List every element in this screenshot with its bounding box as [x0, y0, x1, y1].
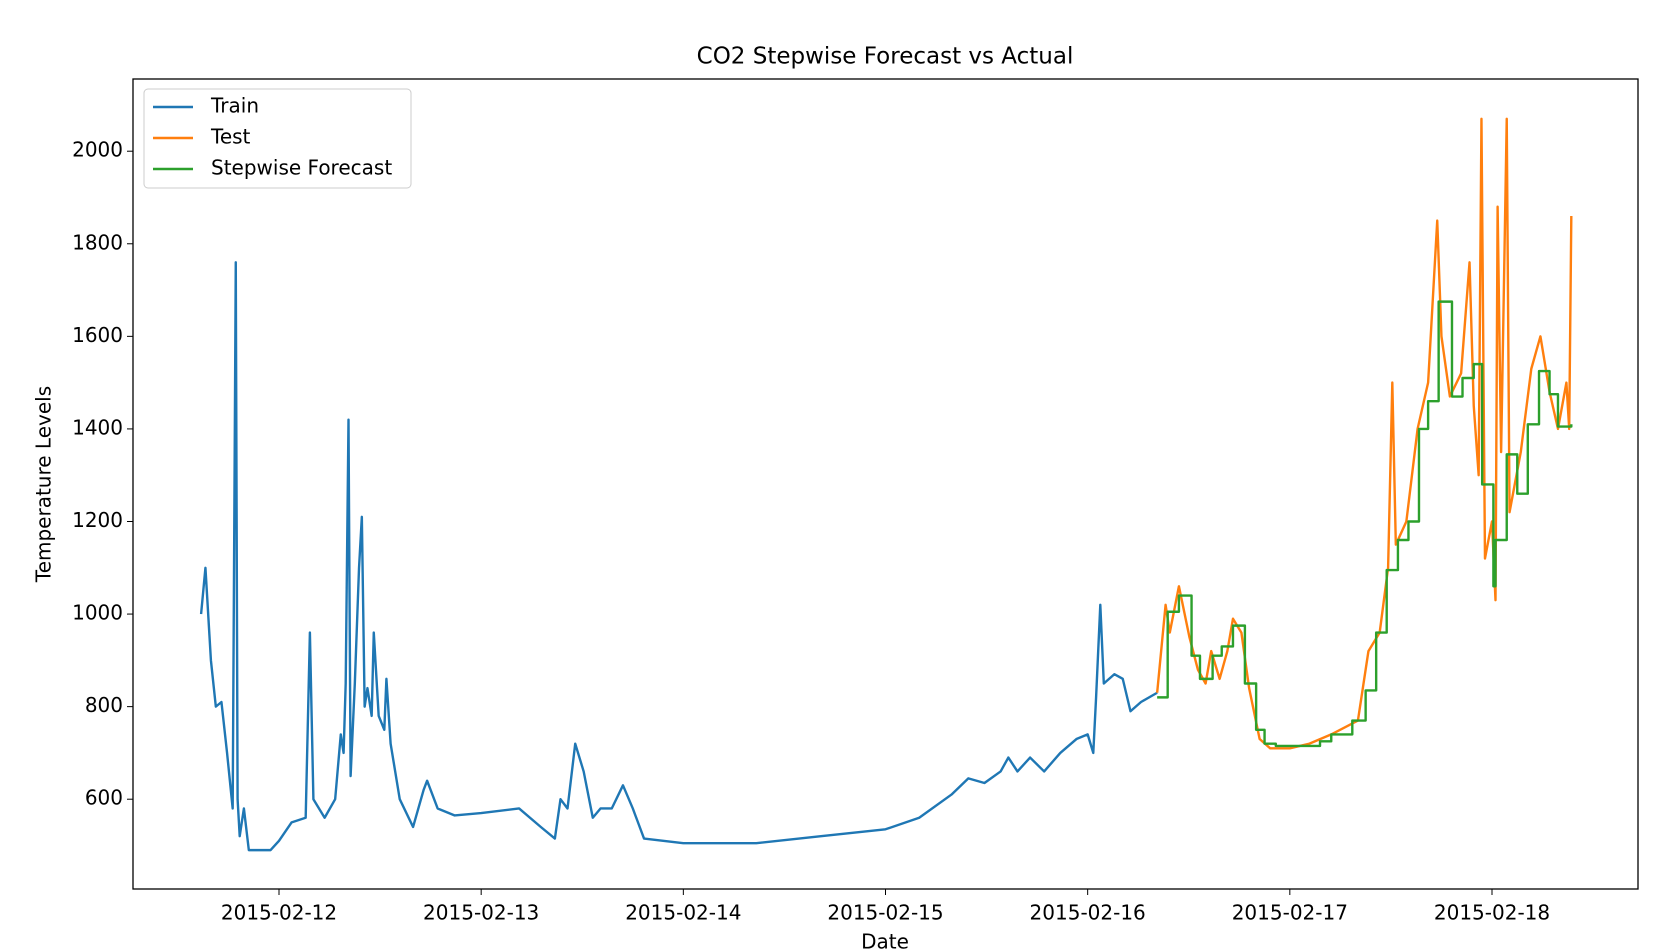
y-tick-label: 1400 [72, 415, 123, 439]
y-tick-label: 1200 [72, 508, 123, 532]
x-tick-label: 2015-02-15 [827, 901, 943, 925]
x-tick-label: 2015-02-18 [1434, 901, 1550, 925]
y-tick-label: 600 [85, 786, 123, 810]
x-tick-label: 2015-02-17 [1232, 901, 1348, 925]
series-line [1155, 117, 1573, 750]
series-line [199, 261, 1158, 852]
y-axis-label: Temperature Levels [32, 386, 56, 583]
x-axis-label: Date [861, 930, 909, 952]
legend-label: Stepwise Forecast [211, 156, 392, 180]
legend-box [143, 88, 412, 189]
series-line [1157, 300, 1573, 748]
y-tick-label: 1000 [72, 601, 123, 625]
legend-label: Train [210, 94, 259, 118]
y-tick-label: 2000 [72, 138, 123, 162]
legend: Train Test Stepwise Forecast [143, 88, 412, 189]
chart-title: CO2 Stepwise Forecast vs Actual [697, 44, 1074, 70]
x-tick-label: 2015-02-14 [625, 901, 741, 925]
x-tick-label: 2015-02-13 [423, 901, 539, 925]
y-tick-label: 1800 [72, 230, 123, 254]
x-tick-label: 2015-02-16 [1030, 901, 1146, 925]
y-tick-label: 800 [85, 693, 123, 717]
x-tick-label: 2015-02-12 [221, 901, 337, 925]
plot-frame [132, 78, 1639, 890]
y-tick-label: 1600 [72, 323, 123, 347]
legend-label: Test [210, 125, 251, 149]
